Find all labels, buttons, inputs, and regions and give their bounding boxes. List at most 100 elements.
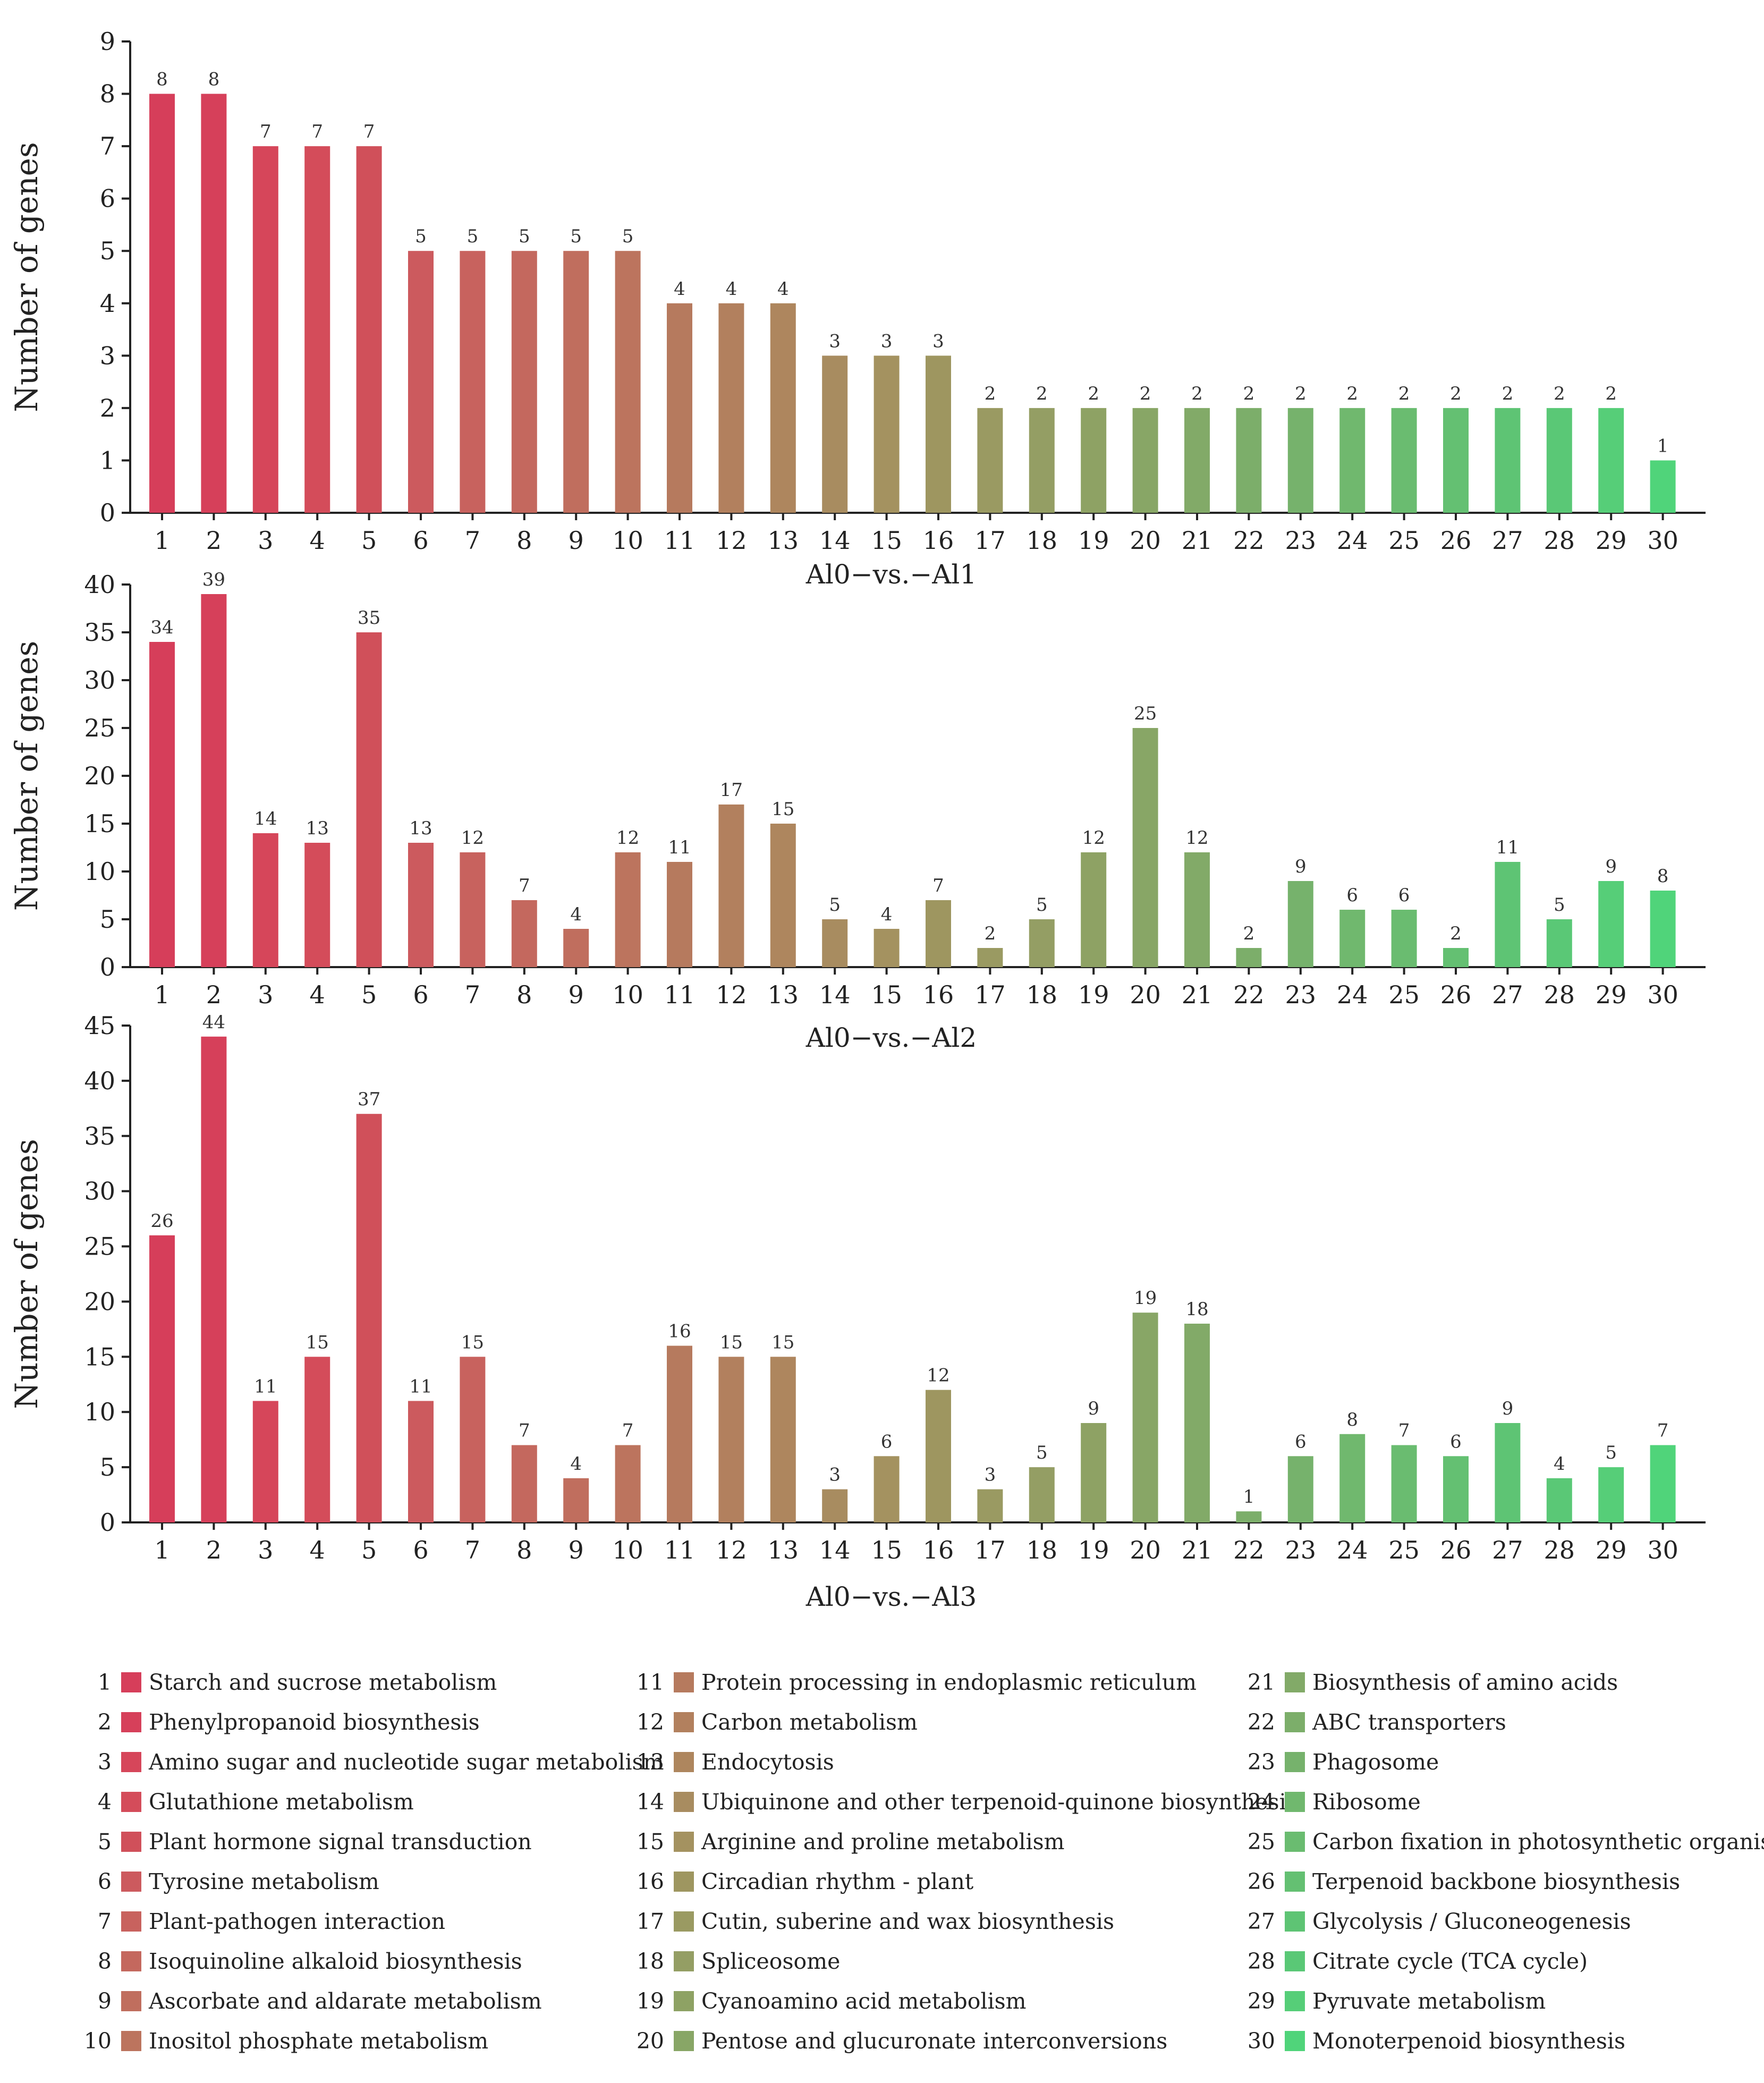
legend-label: Protein processing in endoplasmic reticu… xyxy=(701,1669,1197,1695)
x-tick-label: 7 xyxy=(465,980,480,1009)
legend-item: 5 Plant hormone signal transduction xyxy=(80,1822,664,1861)
x-tick-label: 2 xyxy=(206,526,222,555)
bar-10 xyxy=(615,251,641,513)
y-tick-label: 35 xyxy=(84,618,115,647)
bar-22 xyxy=(1236,408,1262,513)
x-tick-label: 28 xyxy=(1544,526,1575,555)
legend-column-2: 11 Protein processing in endoplasmic reti… xyxy=(632,1662,1297,2061)
legend-label: Arginine and proline metabolism xyxy=(701,1828,1065,1855)
data-label: 6 xyxy=(1398,885,1410,906)
x-tick-label: 19 xyxy=(1078,1536,1109,1564)
data-label: 7 xyxy=(932,875,944,896)
bar-1 xyxy=(149,642,175,967)
x-tick-label: 12 xyxy=(716,526,747,555)
legend-number: 15 xyxy=(636,1828,664,1855)
bar-13 xyxy=(770,303,796,513)
x-tick-label: 18 xyxy=(1027,1536,1058,1564)
legend-swatch xyxy=(674,1831,694,1852)
legend-label: Citrate cycle (TCA cycle) xyxy=(1312,1948,1588,1974)
legend-number: 30 xyxy=(1247,2028,1275,2054)
x-tick-label: 12 xyxy=(716,1536,747,1564)
legend-label: Inositol phosphate metabolism xyxy=(149,2028,489,2054)
y-tick-label: 0 xyxy=(100,1508,115,1537)
legend-swatch xyxy=(121,1791,141,1812)
x-tick-label: 20 xyxy=(1130,526,1161,555)
bar-27 xyxy=(1495,1423,1521,1522)
data-label: 7 xyxy=(519,1420,530,1442)
x-tick-label: 3 xyxy=(258,526,273,555)
x-tick-label: 16 xyxy=(923,980,954,1009)
bar-5 xyxy=(356,146,382,513)
x-tick-label: 5 xyxy=(361,526,377,555)
x-tick-label: 4 xyxy=(310,1536,325,1564)
data-label: 2 xyxy=(985,383,996,404)
y-tick-label: 5 xyxy=(100,1453,115,1481)
bar-5 xyxy=(356,1114,382,1522)
legend-label: Starch and sucrose metabolism xyxy=(149,1669,497,1695)
data-label: 7 xyxy=(1398,1420,1410,1442)
x-tick-label: 4 xyxy=(310,526,325,555)
data-label: 2 xyxy=(1295,383,1307,404)
x-tick-label: 9 xyxy=(569,1536,584,1564)
legend-label: Terpenoid backbone biosynthesis xyxy=(1312,1868,1681,1894)
legend-swatch xyxy=(121,1712,141,1732)
x-tick-label: 24 xyxy=(1337,980,1368,1009)
data-label: 9 xyxy=(1605,856,1617,877)
legend-label: Circadian rhythm - plant xyxy=(701,1868,974,1894)
x-tick-label: 17 xyxy=(974,526,1006,555)
x-tick-label: 17 xyxy=(974,980,1006,1009)
data-label: 7 xyxy=(311,121,323,142)
data-label: 6 xyxy=(1450,1431,1462,1452)
bar-21 xyxy=(1184,408,1210,513)
legend-label: Ribosome xyxy=(1312,1789,1421,1815)
data-label: 12 xyxy=(1185,827,1208,849)
legend-number: 28 xyxy=(1247,1948,1275,1974)
y-tick-label: 1 xyxy=(100,446,115,475)
x-tick-label: 4 xyxy=(310,980,325,1009)
legend-item: 27 Glycolysis / Gluconeogenesis xyxy=(1243,1901,1764,1941)
data-label: 6 xyxy=(1346,885,1358,906)
data-label: 9 xyxy=(1502,1398,1514,1419)
y-tick-label: 30 xyxy=(84,666,115,695)
x-tick-label: 25 xyxy=(1388,980,1420,1009)
data-label: 3 xyxy=(829,1464,841,1486)
y-tick-label: 15 xyxy=(84,809,115,838)
data-label: 13 xyxy=(409,818,432,839)
x-tick-label: 30 xyxy=(1647,980,1678,1009)
bar-14 xyxy=(822,919,848,967)
legend-item: 2 Phenylpropanoid biosynthesis xyxy=(80,1702,664,1742)
data-label: 2 xyxy=(1191,383,1203,404)
bar-6 xyxy=(408,843,434,967)
legend-item: 21 Biosynthesis of amino acids xyxy=(1243,1662,1764,1702)
y-tick-label: 20 xyxy=(84,761,115,790)
legend-label: Amino sugar and nucleotide sugar metabol… xyxy=(149,1749,664,1775)
data-label: 5 xyxy=(622,226,634,247)
legend-number: 13 xyxy=(636,1749,664,1775)
legend-swatch xyxy=(121,1751,141,1772)
legend-number: 12 xyxy=(636,1709,664,1735)
y-tick-label: 4 xyxy=(100,289,115,318)
bar-20 xyxy=(1132,728,1158,967)
legend-number: 3 xyxy=(97,1749,112,1775)
bar-27 xyxy=(1495,862,1521,967)
x-tick-label: 3 xyxy=(258,1536,273,1564)
data-label: 4 xyxy=(777,278,789,300)
bar-3 xyxy=(252,146,278,513)
data-label: 11 xyxy=(409,1376,432,1397)
data-label: 12 xyxy=(927,1365,949,1386)
legend-label: Cyanoamino acid metabolism xyxy=(701,1988,1027,2014)
x-tick-label: 29 xyxy=(1596,980,1627,1009)
legend-swatch xyxy=(674,1712,694,1732)
legend-item: 4 Glutathione metabolism xyxy=(80,1782,664,1822)
x-tick-label: 24 xyxy=(1337,1536,1368,1564)
y-tick-label: 45 xyxy=(84,1011,115,1040)
bar-7 xyxy=(460,251,486,513)
legend-number: 8 xyxy=(97,1948,112,1974)
legend-number: 17 xyxy=(636,1908,664,1934)
legend-number: 26 xyxy=(1247,1868,1275,1894)
x-tick-label: 10 xyxy=(612,980,643,1009)
legend-swatch xyxy=(674,2030,694,2051)
legend-item: 10 Inositol phosphate metabolism xyxy=(80,2021,664,2061)
x-tick-label: 9 xyxy=(569,980,584,1009)
data-label: 5 xyxy=(829,894,841,916)
